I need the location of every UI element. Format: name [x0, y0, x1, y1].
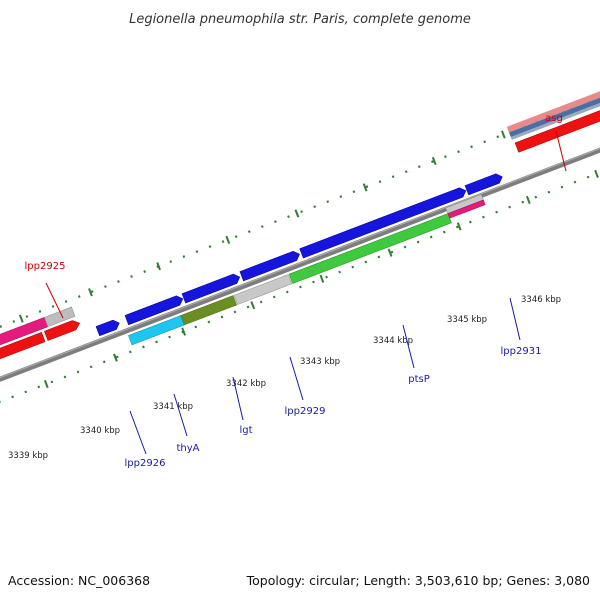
scale-labels: 3339 kbp 3340 kbp 3341 kbp 3342 kbp 3343 kbp… [8, 295, 561, 461]
feature-lgt-olive [180, 295, 237, 326]
gene-label-lpp2926[interactable]: lpp2926 [125, 458, 166, 469]
inner-major-tick-3 [181, 327, 186, 336]
inner-major-tick-2 [113, 353, 118, 362]
gene-lgt-upper [181, 273, 241, 304]
inner-major-ticks [43, 169, 599, 389]
gene-label-lpp2925[interactable]: lpp2925 [25, 261, 66, 272]
gene-label-lpp2931[interactable]: lpp2931 [501, 346, 542, 357]
feature-asg-pink [506, 87, 600, 133]
tick-3341-kbp: 3341 kbp [153, 402, 193, 412]
leader-lgt [232, 376, 244, 421]
leader-thya [173, 393, 188, 437]
tick-3345-kbp: 3345 kbp [447, 315, 487, 325]
tick-3343-kbp: 3343 kbp [300, 357, 340, 367]
outer-major-tick-3 [156, 262, 162, 271]
gene-label-lpp2929[interactable]: lpp2929 [285, 406, 326, 417]
gene-lpp2926 [95, 319, 120, 337]
feature-red-arrow-left [44, 320, 81, 341]
feature-asg-steel [510, 97, 600, 140]
inner-major-tick-6 [387, 248, 393, 257]
gene-label-lgt[interactable]: lgt [239, 425, 252, 436]
gene-thya-upper [124, 295, 184, 326]
feature-lpp2925 [0, 332, 46, 381]
outer-major-tick-2 [88, 288, 93, 297]
gene-label-leaders [45, 130, 567, 455]
leader-lpp2926 [129, 410, 147, 455]
gene-labels: lpp2925 asg lpp2926 thyA lgt lpp2929 ptsP lpp29… [25, 113, 563, 469]
inner-major-tick-1 [43, 379, 49, 389]
tick-3342-kbp: 3342 kbp [226, 379, 266, 389]
tick-3344-kbp: 3344 kbp [373, 336, 413, 346]
outer-major-ticks [18, 104, 574, 323]
inner-major-tick-9 [594, 169, 599, 179]
gene-lpp2929 [239, 250, 300, 282]
outer-major-tick-5 [294, 209, 300, 218]
leader-lpp2929 [289, 356, 304, 401]
backbone-highlight [0, 138, 600, 397]
outer-major-tick-8 [501, 130, 506, 139]
topology-summary: Topology: circular; Length: 3,503,610 bp… [246, 573, 590, 588]
leader-lpp2925 [45, 282, 64, 319]
tick-3340-kbp: 3340 kbp [80, 426, 120, 436]
accession-text: Accession: NC_006368 [8, 573, 151, 588]
genome-backbone [0, 138, 600, 400]
feature-lpp2929-grey [233, 274, 293, 305]
inner-major-tick-5 [319, 274, 325, 283]
tick-3346-kbp: 3346 kbp [521, 295, 561, 305]
feature-asg-blue [508, 93, 600, 138]
page-title: Legionella pneumophila str. Paris, compl… [129, 12, 471, 27]
feature-lpp2931-pink [447, 199, 486, 219]
gene-label-asg[interactable]: asg [545, 113, 563, 124]
outer-major-tick-4 [225, 235, 231, 244]
inner-major-tick-8 [525, 195, 531, 205]
inner-major-tick-4 [250, 301, 256, 310]
map-body [0, 87, 600, 419]
feature-asg-red [514, 104, 600, 153]
gene-label-ptsp[interactable]: ptsP [408, 374, 430, 385]
gene-lpp2931 [464, 173, 503, 196]
feature-grey-left [44, 306, 76, 328]
outer-major-tick-1 [18, 314, 24, 323]
leader-asg [555, 130, 567, 172]
tick-3339-kbp: 3339 kbp [8, 451, 48, 461]
leader-lpp2931 [509, 297, 521, 341]
outer-major-tick-7 [431, 156, 437, 166]
leader-ptsp [402, 324, 415, 369]
gene-label-thya[interactable]: thyA [176, 443, 199, 454]
outer-major-tick-6 [362, 183, 368, 192]
gene-ptsp [299, 187, 467, 259]
inner-major-tick-7 [456, 222, 462, 231]
